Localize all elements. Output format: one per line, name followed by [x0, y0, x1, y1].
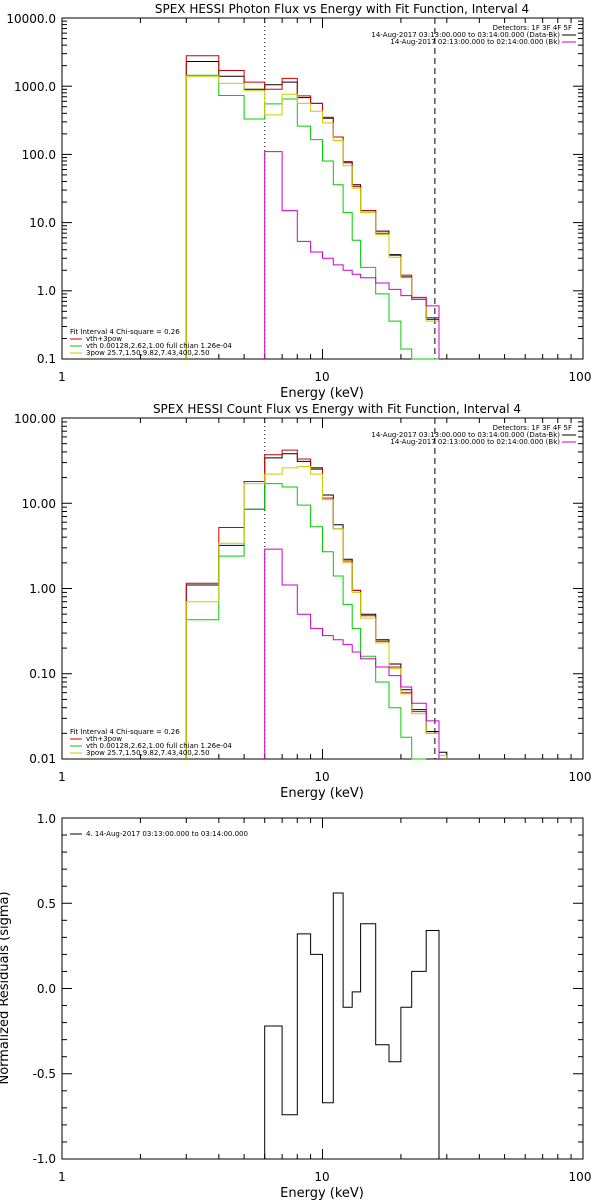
series-data-line: [185, 61, 440, 359]
series-background-line: [264, 151, 440, 359]
y-tick-label: 10.0: [29, 216, 56, 230]
legend-total-label: vth+3pow: [86, 735, 122, 743]
detectors-label: Detectors: 1F 3F 4F 5F: [493, 24, 572, 32]
series-powerlaw-line: [185, 466, 448, 759]
y-tick-label: 0.10: [29, 667, 56, 681]
x-tick-label: 10: [314, 370, 329, 384]
x-axis: 1 10 100: [58, 1170, 591, 1184]
series-residuals-line: [264, 892, 440, 1159]
x-tick-label: 100: [569, 770, 592, 784]
series-powerlaw-line: [185, 75, 440, 359]
y-tick-label: 100.0: [22, 148, 56, 162]
x-tick-label: 1: [58, 370, 66, 384]
x-tick-label: 100: [569, 370, 592, 384]
legend-powerlaw-label: 3pow 25.7,1.50,9.82,7.43,400,2.50: [86, 749, 210, 757]
legend-residuals-label: 4. 14-Aug-2017 03:13:00.000 to 03:14:00.…: [86, 830, 248, 838]
x-tick-label: 100: [569, 1170, 592, 1184]
y-axis-label: Normalized Residuals (sigma): [0, 891, 12, 1084]
y-tick-label: 0.01: [29, 752, 56, 766]
x-tick-label: 10: [314, 1170, 329, 1184]
y-tick-label: -0.5: [33, 1067, 56, 1081]
residuals-chart: -1.0 -0.5 0.0 0.5 1.0 Normalized Residua…: [0, 812, 591, 1200]
photon-flux-chart: SPEX HESSI Photon Flux vs Energy with Fi…: [6, 2, 591, 400]
x-axis: 1 10 100: [58, 370, 591, 384]
legend-fit-info: Fit Interval 4 Chi-square = 0.26: [70, 728, 180, 736]
x-tick-label: 1: [58, 1170, 66, 1184]
legend: Fit Interval 4 Chi-square = 0.26 vth+3po…: [70, 328, 232, 357]
y-tick-label: 0.1: [37, 352, 56, 366]
x-axis-label: Energy (keV): [280, 1186, 364, 1200]
x-tick-label: 10: [314, 770, 329, 784]
y-tick-label: -1.0: [33, 1152, 56, 1166]
background-interval-label: 14-Aug-2017 02:13:00.000 to 02:14:00.000…: [390, 38, 560, 46]
x-axis: 1 10 100: [58, 770, 591, 784]
y-axis: -1.0 -0.5 0.0 0.5 1.0: [33, 812, 56, 1166]
legend-thermal-label: vth 0.00128,2.62,1.00 full chian 1.26e-0…: [86, 342, 232, 350]
series-thermal-line: [185, 74, 439, 360]
data-interval-label: 14-Aug-2017 03:13:00.000 to 03:14:00.000…: [371, 431, 560, 439]
y-axis: 0.01 0.10 1.00 10.00 100.00: [14, 412, 56, 766]
x-axis-label: Energy (keV): [280, 786, 364, 800]
y-tick-label: 1000.0: [14, 80, 56, 94]
background-interval-label: 14-Aug-2017 02:13:00.000 to 02:14:00.000…: [390, 438, 560, 446]
legend-fit-info: Fit Interval 4 Chi-square = 0.26: [70, 328, 180, 336]
y-axis: 0.1 1.0 10.0 100.0 1000.0 10000.0: [6, 12, 56, 366]
file-info: Detectors: 1F 3F 4F 5F 14-Aug-2017 03:13…: [371, 424, 576, 446]
series-thermal-line: [185, 483, 427, 760]
detectors-label: Detectors: 1F 3F 4F 5F: [493, 424, 572, 432]
series-background-line: [264, 548, 440, 759]
y-tick-label: 1.0: [37, 284, 56, 298]
legend-powerlaw-label: 3pow 25.7,1.50,9.82,7.43,400,2.50: [86, 349, 210, 357]
legend-thermal-label: vth 0.00128,2.62,1.00 full chian 1.26e-0…: [86, 742, 232, 750]
y-tick-label: 1.00: [29, 582, 56, 596]
series-total-line: [185, 55, 440, 359]
x-axis-label: Energy (keV): [280, 386, 364, 400]
y-tick-label: 10.00: [22, 497, 56, 511]
legend: 4. 14-Aug-2017 03:13:00.000 to 03:14:00.…: [70, 830, 248, 838]
data-interval-label: 14-Aug-2017 03:13:00.000 to 03:14:00.000…: [371, 31, 560, 39]
y-tick-label: 10000.0: [6, 12, 56, 26]
x-tick-label: 1: [58, 770, 66, 784]
file-info: Detectors: 1F 3F 4F 5F 14-Aug-2017 03:13…: [371, 24, 576, 46]
y-tick-label: 1.0: [37, 812, 56, 826]
y-tick-label: 0.5: [37, 897, 56, 911]
series-total-line: [185, 449, 448, 759]
y-tick-label: 0.0: [37, 982, 56, 996]
series-data-line: [185, 453, 448, 759]
plot-frame: [61, 17, 584, 360]
chart-title: SPEX HESSI Photon Flux vs Energy with Fi…: [155, 2, 529, 16]
legend: Fit Interval 4 Chi-square = 0.26 vth+3po…: [70, 728, 232, 757]
legend-total-label: vth+3pow: [86, 335, 122, 343]
y-tick-label: 100.00: [14, 412, 56, 426]
chart-title: SPEX HESSI Count Flux vs Energy with Fit…: [153, 402, 521, 416]
count-flux-chart: SPEX HESSI Count Flux vs Energy with Fit…: [14, 402, 591, 800]
